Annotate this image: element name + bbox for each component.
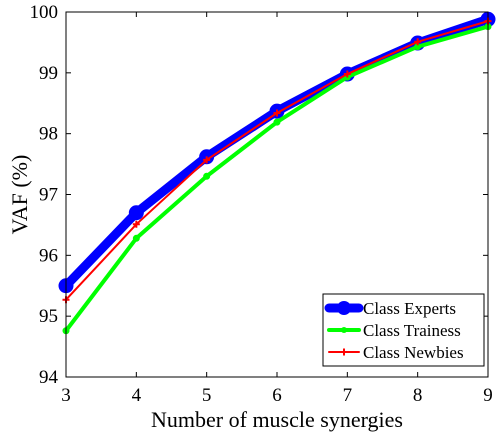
y-tick-label: 94 — [39, 367, 59, 388]
legend-item-class-newbies: Class Newbies — [328, 343, 464, 362]
data-point-class-newbies — [203, 156, 211, 164]
x-axis-label: Number of muscle synergies — [151, 407, 403, 432]
legend-swatch-marker-class-experts — [337, 301, 351, 315]
y-axis-label: VAF (%) — [7, 155, 32, 235]
legend-swatch-marker-class-newbies — [340, 348, 348, 356]
legend-swatch-marker-class-trainess — [341, 327, 347, 333]
data-point-class-trainess — [203, 172, 211, 180]
legend-label-class-experts: Class Experts — [363, 299, 456, 318]
legend: Class Experts Class Trainess Class Newbies — [322, 293, 485, 367]
series-class-trainess — [62, 23, 492, 335]
axes-layer: 3 4 5 6 7 8 9 94 95 96 97 98 99 100 — [30, 2, 493, 406]
data-point-class-newbies — [132, 220, 140, 228]
y-tick-label: 99 — [39, 63, 58, 84]
x-tick-label: 9 — [483, 385, 493, 406]
y-tick-label: 100 — [30, 2, 59, 23]
x-tick-label: 8 — [413, 385, 423, 406]
x-tick-label: 7 — [343, 385, 353, 406]
data-point-class-trainess — [132, 234, 140, 242]
y-tick-label: 97 — [39, 185, 58, 206]
data-point-class-experts — [128, 205, 144, 221]
x-tick-label: 6 — [272, 385, 282, 406]
legend-item-class-trainess: Class Trainess — [327, 321, 461, 340]
series-layer — [58, 11, 496, 335]
x-tick-label: 4 — [132, 385, 142, 406]
data-point-class-trainess — [273, 118, 281, 126]
y-tick-label: 95 — [39, 306, 58, 327]
data-point-class-newbies — [273, 109, 281, 117]
legend-item-class-experts: Class Experts — [324, 299, 456, 318]
data-point-class-newbies — [343, 70, 351, 78]
data-point-class-newbies — [414, 38, 422, 46]
x-tick-label: 5 — [202, 385, 212, 406]
x-tick-label: 3 — [61, 385, 71, 406]
legend-label-class-trainess: Class Trainess — [363, 321, 461, 340]
y-tick-label: 98 — [39, 124, 58, 145]
y-tick-label: 96 — [39, 245, 58, 266]
legend-label-class-newbies: Class Newbies — [363, 343, 464, 362]
